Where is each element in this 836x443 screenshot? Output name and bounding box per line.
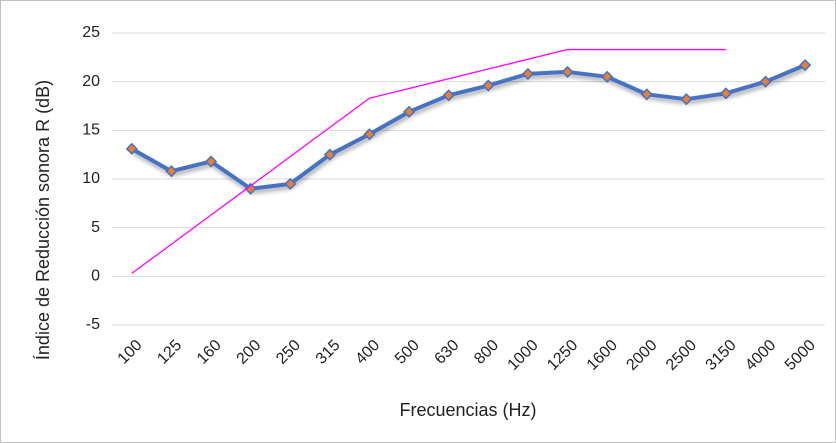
data-marker [521, 67, 534, 80]
y-tick-label: 15 [82, 122, 100, 139]
y-axis-title: Índice de Reducción sonora R (dB) [33, 80, 53, 360]
data-marker [799, 59, 812, 72]
y-tick-label: 5 [91, 219, 100, 236]
data-line [131, 48, 726, 274]
data-marker [403, 105, 416, 118]
data-marker [323, 148, 336, 161]
data-marker [719, 87, 733, 100]
x-axis-title: Frecuencias (Hz) [399, 400, 536, 420]
y-tick-label: -5 [86, 316, 100, 333]
y-tick-label: 0 [91, 268, 100, 285]
data-marker [125, 142, 138, 155]
data-marker [204, 155, 218, 168]
data-marker [165, 165, 178, 178]
y-tick-label: 10 [82, 170, 100, 187]
data-marker [561, 65, 574, 78]
data-marker [363, 128, 376, 141]
data-marker [244, 182, 257, 195]
data-marker [680, 93, 693, 106]
data-marker [759, 75, 772, 88]
y-tick-label: 25 [82, 24, 100, 41]
y-tick-label: 20 [82, 73, 100, 90]
data-marker [442, 89, 455, 102]
data-line [130, 63, 806, 191]
data-marker [284, 177, 297, 190]
data-marker [482, 79, 495, 92]
data-marker [640, 88, 653, 101]
data-marker [601, 70, 614, 83]
